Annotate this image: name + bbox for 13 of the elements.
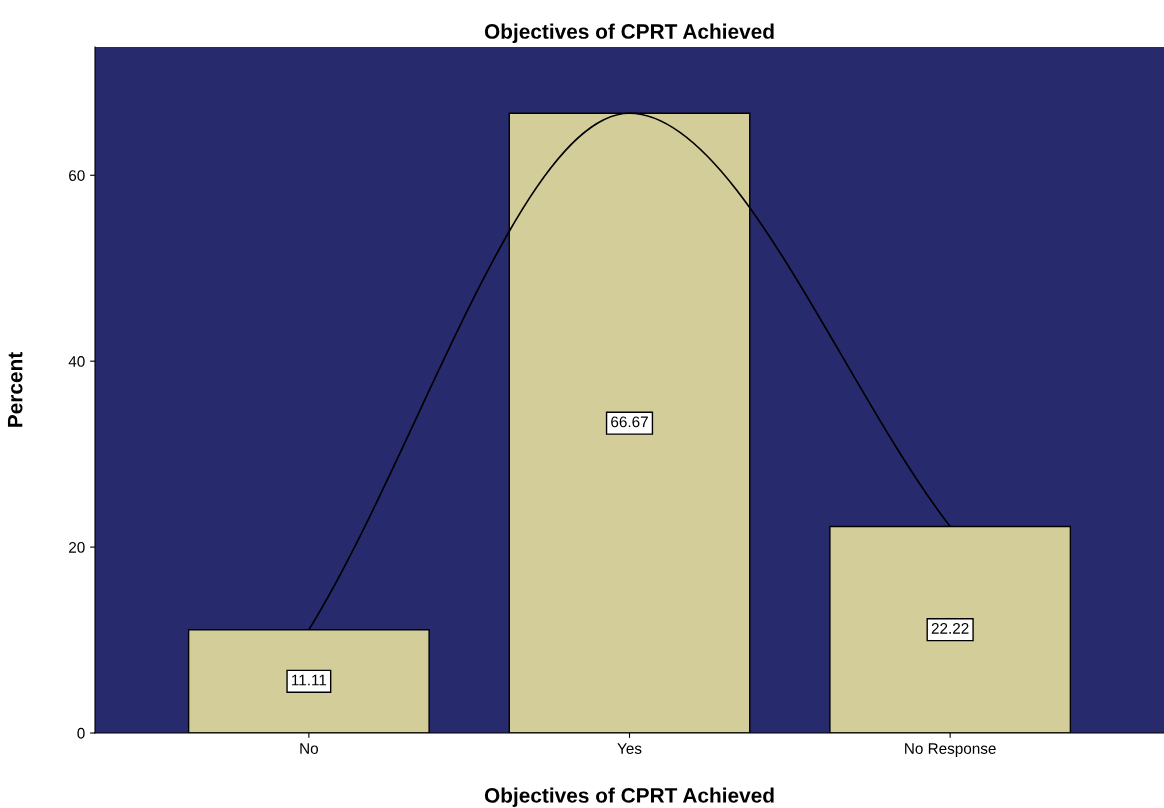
data-label: 66.67 [611,416,648,428]
y-tick-label: 0 [77,727,85,739]
y-tick-label: 60 [69,170,85,181]
chart-title: Objectives of CPRT Achieved [484,23,774,43]
x-tick-label: No Response [905,743,996,757]
y-axis-title: Percent [7,352,23,427]
y-tick-label: 20 [69,541,85,553]
x-axis-title: Objectives of CPRT Achieved [484,787,774,807]
x-tick-label: Yes [617,743,642,754]
data-label: 22.22 [931,623,969,634]
y-tick-label: 40 [68,356,85,367]
x-tick-label: No [300,743,318,754]
data-label: 11.11 [292,674,327,686]
